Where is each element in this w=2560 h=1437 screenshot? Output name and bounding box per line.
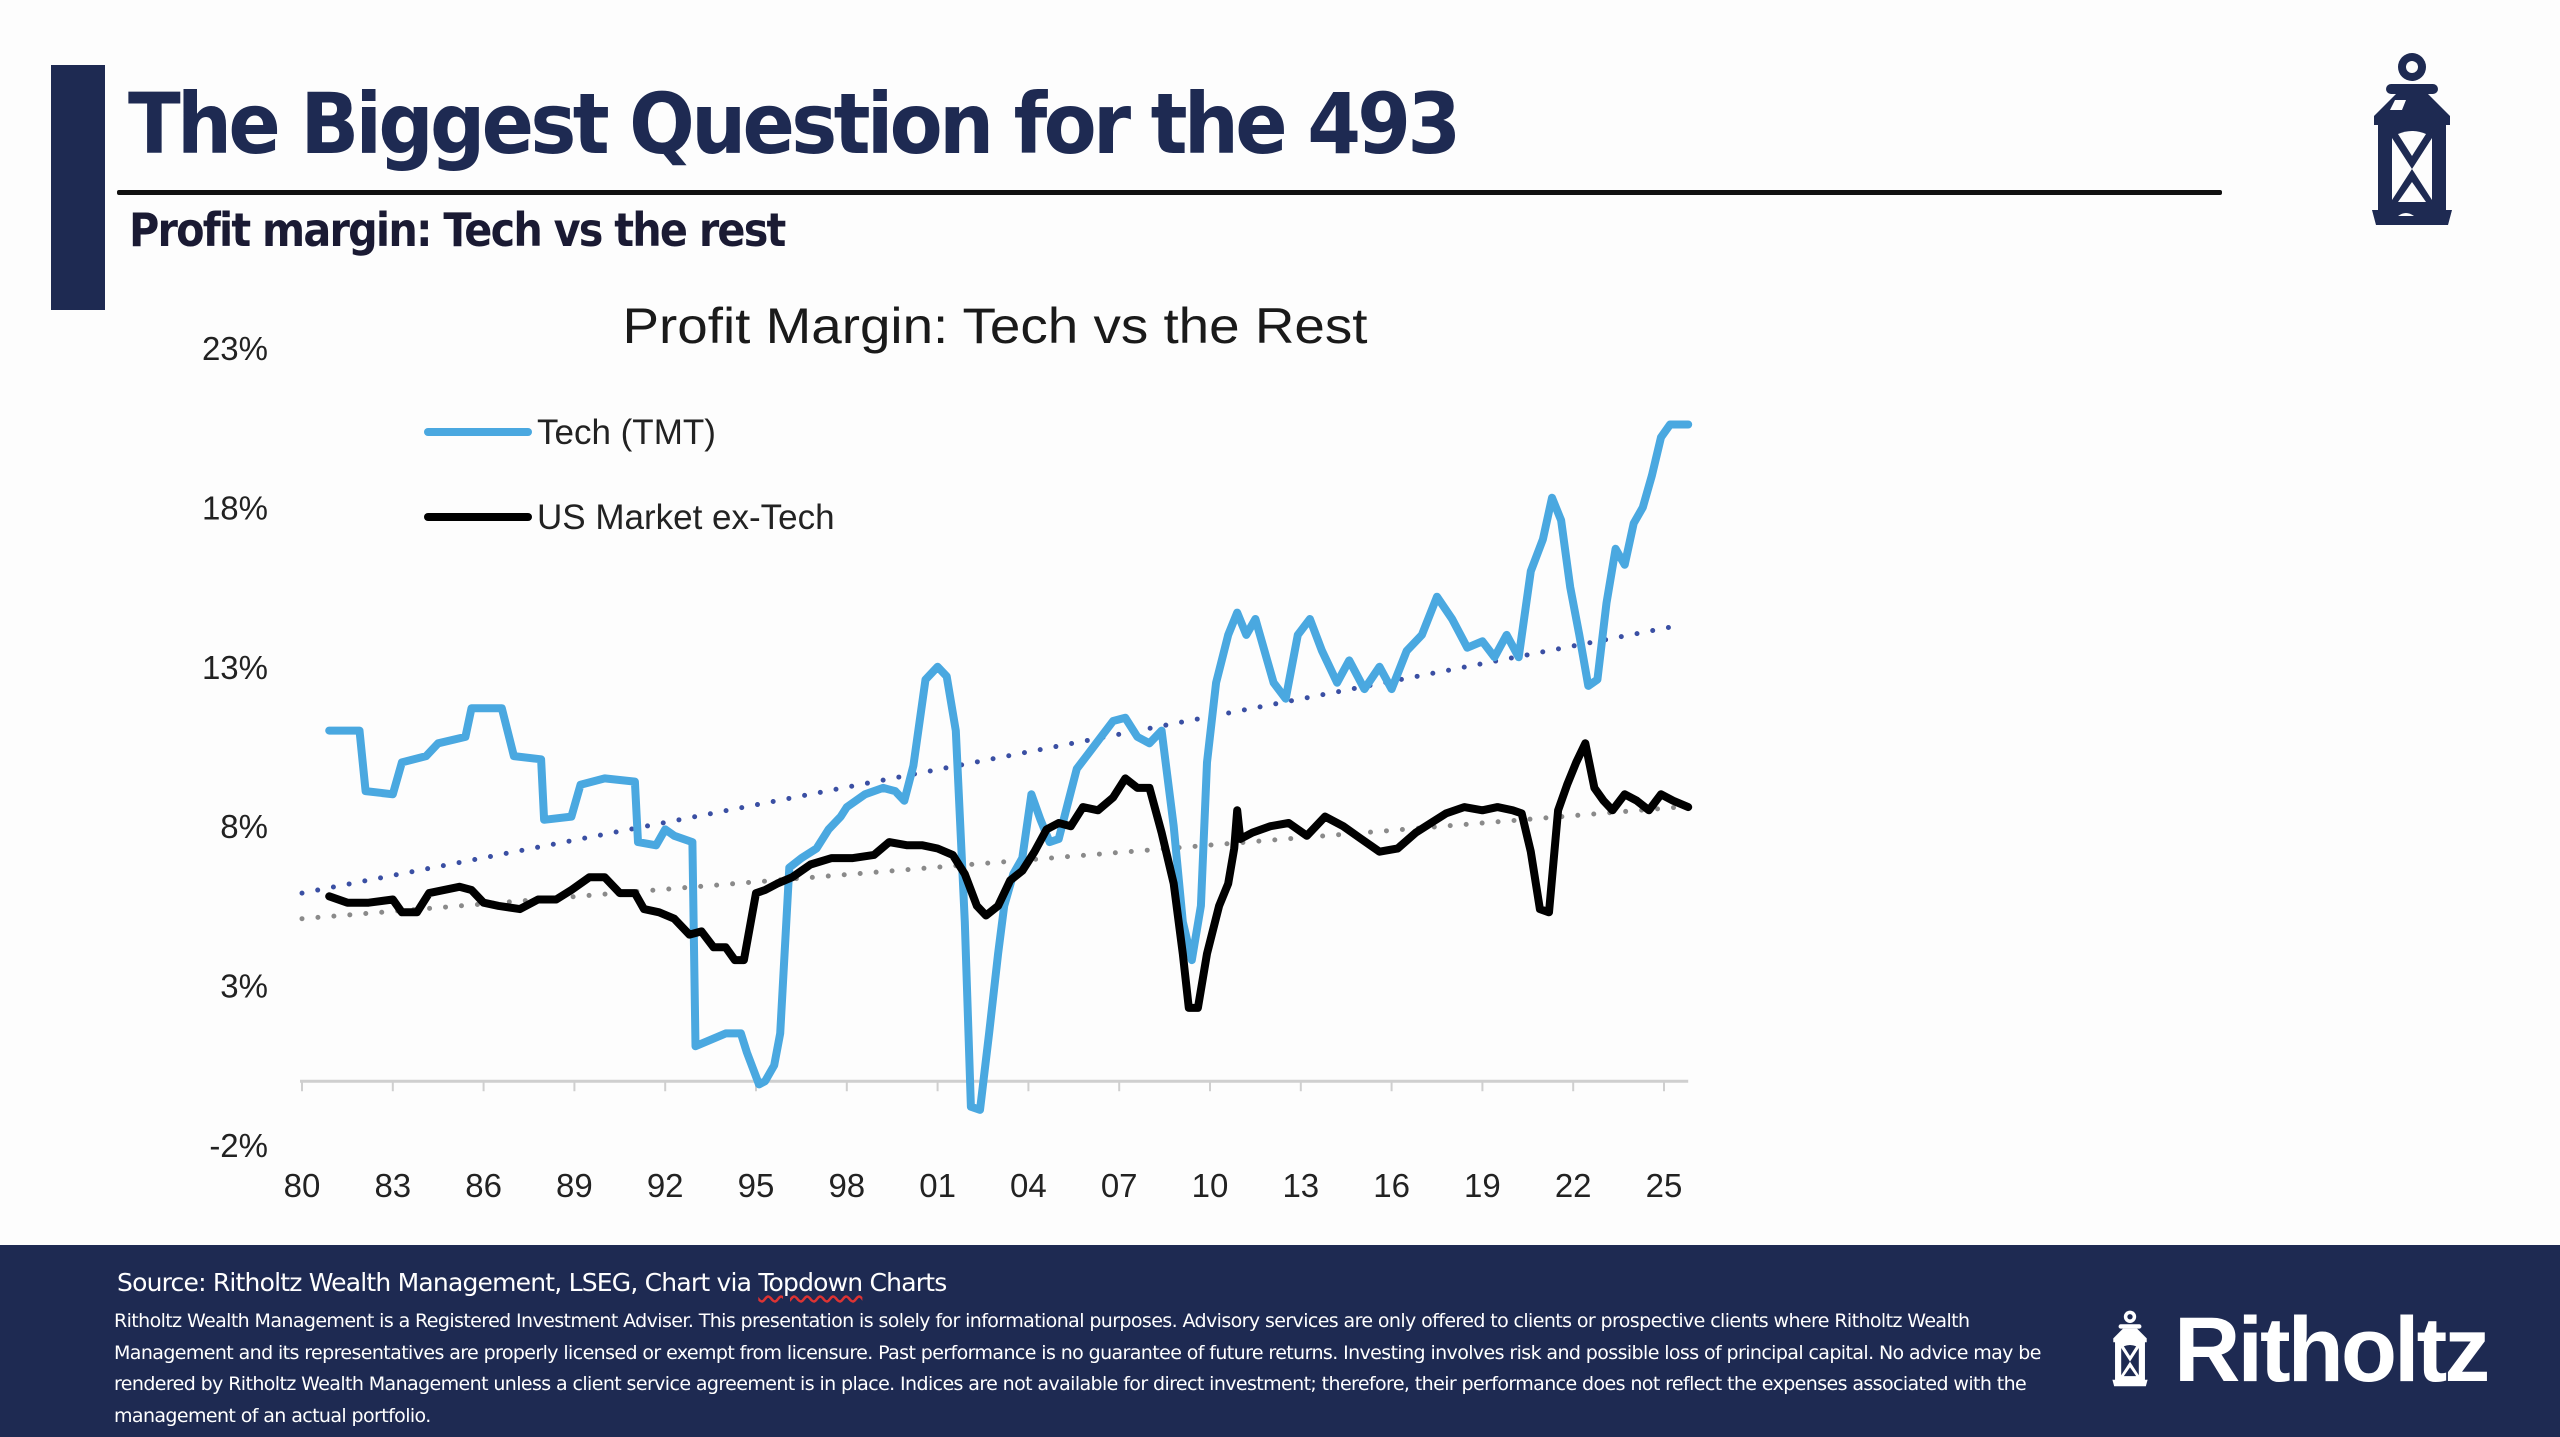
lantern-logo-icon bbox=[2112, 1310, 2148, 1387]
lantern-icon bbox=[2372, 53, 2452, 225]
accent-bar bbox=[51, 65, 105, 310]
x-tick-label: 04 bbox=[1010, 1167, 1047, 1204]
legend: Tech (TMT) US Market ex-Tech bbox=[424, 413, 835, 537]
x-tick-label: 98 bbox=[828, 1167, 865, 1204]
ex-tech-series-line bbox=[325, 739, 1693, 1012]
disclaimer-text: Ritholtz Wealth Management is a Register… bbox=[114, 1310, 2041, 1427]
x-tick-label: 13 bbox=[1282, 1167, 1319, 1204]
x-tick-label: 83 bbox=[374, 1167, 411, 1204]
footer-logo-text: Ritholtz bbox=[2174, 1299, 2490, 1401]
x-tick-label: 92 bbox=[647, 1167, 684, 1204]
x-tick-label: 95 bbox=[738, 1167, 775, 1204]
y-tick-label: -2% bbox=[209, 1127, 268, 1164]
source-suffix: Charts bbox=[862, 1268, 948, 1297]
tech-trend-line bbox=[299, 622, 1682, 896]
y-tick-label: 8% bbox=[220, 808, 268, 845]
x-tick-label: 89 bbox=[556, 1167, 593, 1204]
y-tick-label: 18% bbox=[202, 489, 268, 526]
y-tick-label: 23% bbox=[202, 330, 268, 367]
x-tick-label: 86 bbox=[465, 1167, 502, 1204]
y-tick-label: 3% bbox=[220, 968, 268, 1005]
y-tick-label: 13% bbox=[202, 649, 268, 686]
x-tick-label: 16 bbox=[1373, 1167, 1410, 1204]
tech-series-line bbox=[325, 420, 1693, 1114]
title-divider bbox=[117, 190, 2222, 195]
x-tick-label: 19 bbox=[1464, 1167, 1501, 1204]
x-tick-label: 22 bbox=[1555, 1167, 1592, 1204]
chart-title: Profit Margin: Tech vs the Rest bbox=[623, 298, 1368, 354]
footer-logo: Ritholtz bbox=[2108, 1299, 2490, 1401]
legend-label-ex-tech: US Market ex-Tech bbox=[537, 498, 835, 537]
source-note: Source: Ritholtz Wealth Management, LSEG… bbox=[117, 1268, 948, 1297]
ex-tech-trend-line bbox=[299, 804, 1682, 922]
x-tick-label: 07 bbox=[1101, 1167, 1138, 1204]
slide-subtitle: Profit margin: Tech vs the rest bbox=[129, 203, 786, 257]
legend-label-tech: Tech (TMT) bbox=[537, 413, 716, 452]
profit-margin-chart: Profit Margin: Tech vs the Rest 23% 18% 13… bbox=[202, 298, 1693, 1204]
slide-title: The Biggest Question for the 493 bbox=[128, 75, 1461, 173]
x-tick-label: 10 bbox=[1192, 1167, 1229, 1204]
source-flagged-word: Topdown bbox=[758, 1268, 863, 1297]
source-prefix: Source: Ritholtz Wealth Management, LSEG… bbox=[117, 1268, 759, 1297]
x-tick-label: 01 bbox=[919, 1167, 956, 1204]
x-tick-label: 80 bbox=[284, 1167, 321, 1204]
x-tick-label: 25 bbox=[1646, 1167, 1683, 1204]
